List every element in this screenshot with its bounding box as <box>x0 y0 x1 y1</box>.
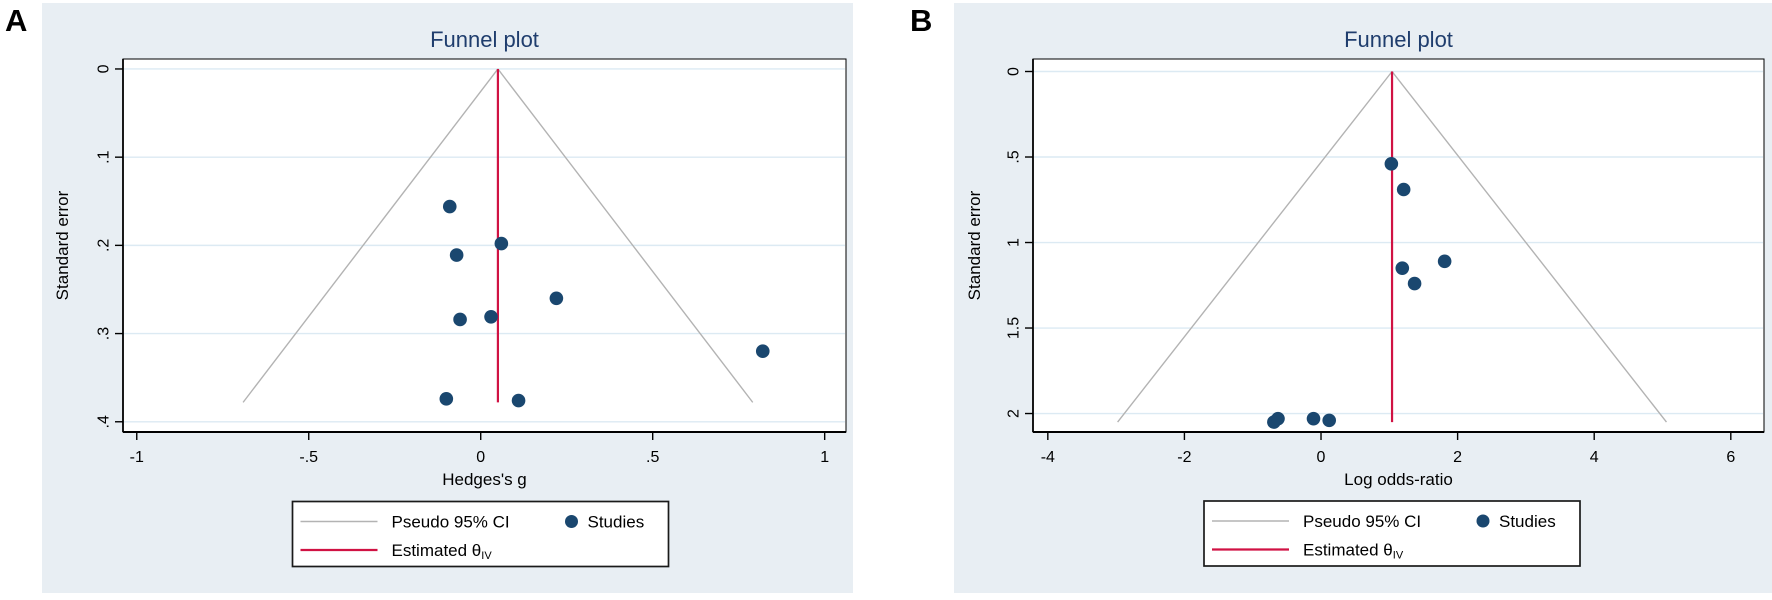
x-tick-label: 4 <box>1590 449 1599 466</box>
study-point <box>1271 411 1285 426</box>
panel-label-a: A <box>5 3 28 38</box>
y-tick-label: .4 <box>96 415 113 428</box>
study-point <box>484 310 498 324</box>
axis-title-x: Hedges's g <box>442 470 527 489</box>
study-point <box>442 199 457 214</box>
y-tick-label: .2 <box>96 239 113 252</box>
study-point <box>1384 157 1399 171</box>
study-point <box>1306 411 1321 426</box>
study-point <box>1407 276 1422 291</box>
x-tick-label: -2 <box>1177 449 1191 466</box>
legend-studies-label: Studies <box>1499 512 1556 531</box>
study-point <box>1395 261 1410 275</box>
axis-title-y: Standard error <box>53 190 72 300</box>
x-tick-label: 2 <box>1453 449 1462 466</box>
plot-title: Funnel plot <box>1344 27 1453 52</box>
study-point <box>755 344 770 359</box>
axis-title-y: Standard error <box>965 190 984 300</box>
study-point <box>1437 254 1452 269</box>
plot-area <box>1032 58 1765 433</box>
y-tick-label: 0 <box>96 64 113 73</box>
pseudo-ci-line-left <box>1117 71 1393 423</box>
axis-title-x: Log odds-ratio <box>1344 470 1453 489</box>
study-point <box>494 236 509 251</box>
legend-studies-marker <box>565 515 578 528</box>
funnel-panel-B: 0 .5 1 1.5 2 -4 -2 0 2 4 6 Funnel plot Log odds-rati… <box>954 3 1772 593</box>
study-point <box>1322 413 1337 428</box>
legend-box <box>291 500 670 568</box>
plot-title: Funnel plot <box>430 27 539 52</box>
y-tick-label: 2 <box>1006 409 1023 418</box>
legend-ci-label: Pseudo 95% CI <box>1303 512 1421 531</box>
y-tick-label: 1.5 <box>1006 317 1023 339</box>
legend-studies-marker <box>1476 514 1490 528</box>
x-tick-label: 0 <box>1317 449 1326 466</box>
x-tick-label: 6 <box>1726 449 1735 466</box>
legend-ci-label: Pseudo 95% CI <box>392 512 510 531</box>
y-tick-label: 1 <box>1006 238 1023 247</box>
legend-studies-label: Studies <box>588 512 645 531</box>
pseudo-ci-line-left <box>242 68 499 403</box>
study-point <box>1396 182 1411 197</box>
legend-estimated-label: Estimated θIV <box>1303 540 1404 561</box>
x-tick-label: -1 <box>130 449 144 466</box>
pseudo-ci-line-right <box>1391 71 1668 423</box>
x-tick-label: .5 <box>646 449 659 466</box>
y-tick-label: 0 <box>1006 67 1023 76</box>
funnel-panel-A: 0 .1 .2 .3 .4 -1 -.5 0 .5 1 Funnel plot Hedges's g S… <box>42 3 853 593</box>
legend-box <box>1203 500 1581 567</box>
x-tick-label: 1 <box>820 449 829 466</box>
x-tick-label: 0 <box>476 449 485 466</box>
pseudo-ci-line-right <box>497 68 754 403</box>
study-point <box>449 248 464 262</box>
study-point <box>439 392 454 406</box>
study-point <box>453 312 467 327</box>
legend-estimated-label: Estimated θIV <box>392 541 493 562</box>
y-tick-label: .3 <box>96 327 113 340</box>
y-tick-label: .5 <box>1006 150 1023 163</box>
panel-label-b: B <box>910 3 933 38</box>
study-point <box>549 291 564 306</box>
y-tick-label: .1 <box>96 150 113 163</box>
x-tick-label: -.5 <box>299 449 318 466</box>
x-tick-label: -4 <box>1041 449 1055 466</box>
study-point <box>511 393 526 408</box>
